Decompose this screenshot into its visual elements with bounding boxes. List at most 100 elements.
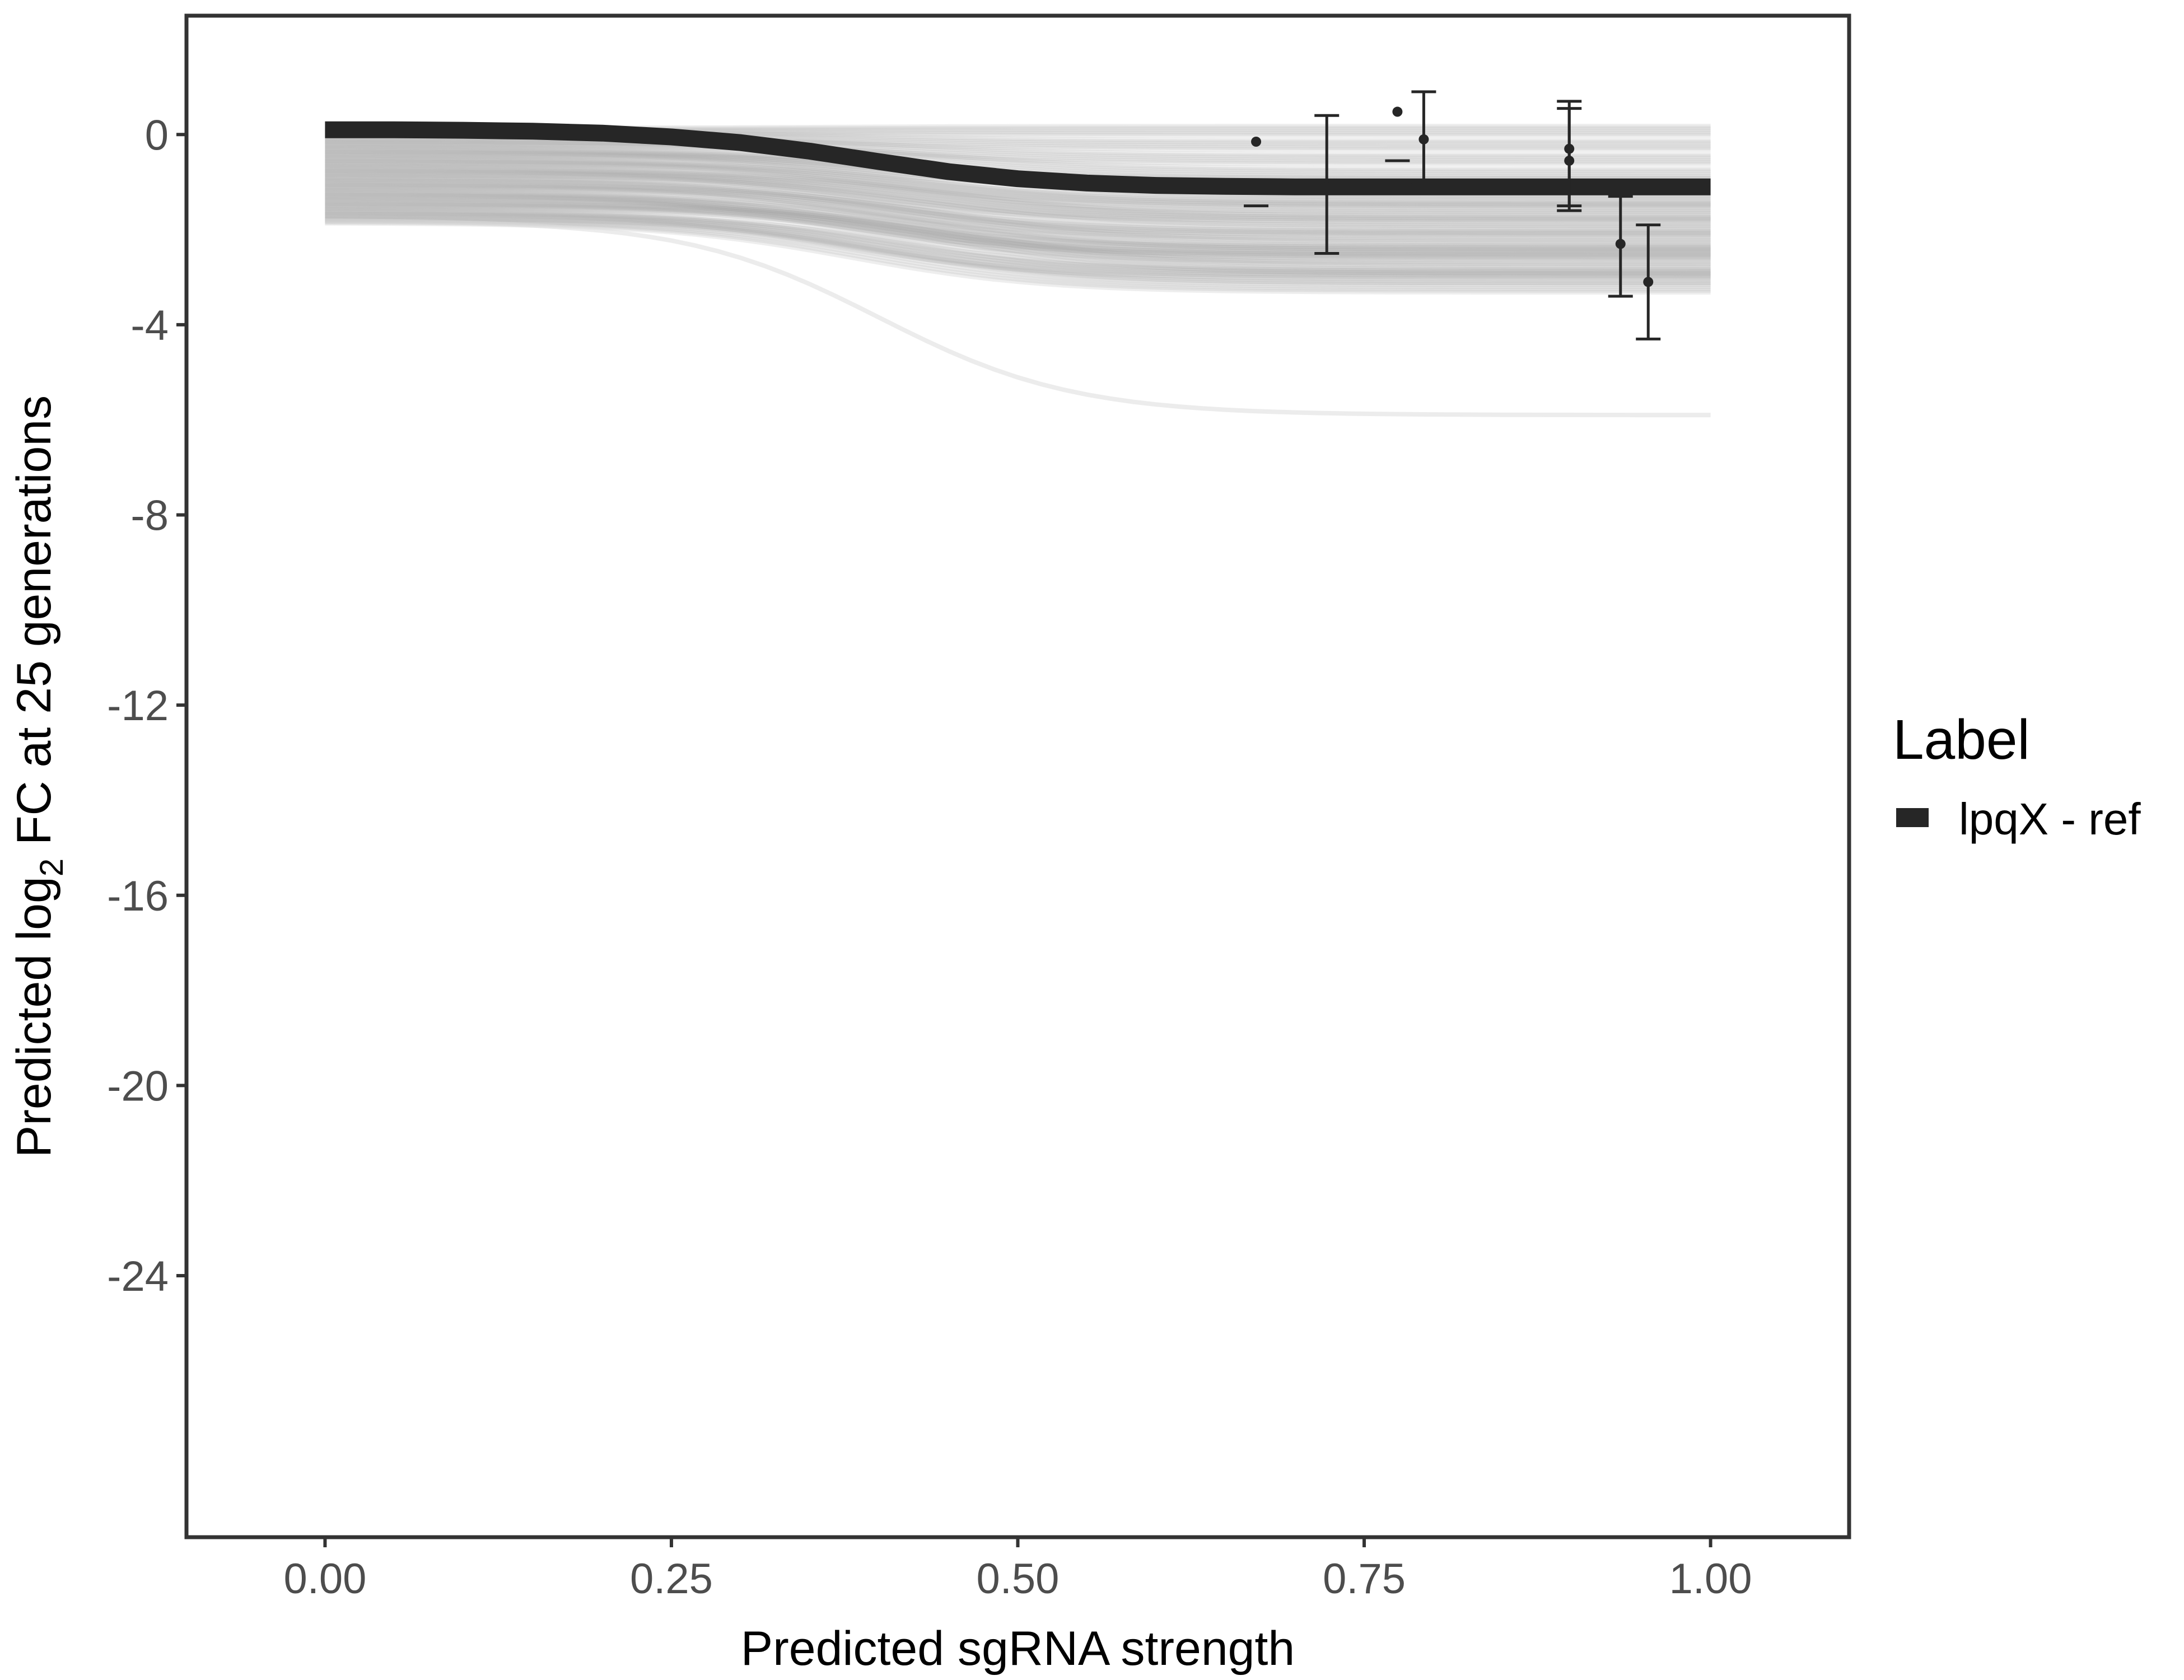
legend-entry-label: lpqX - ref — [1959, 794, 2141, 844]
observation-point — [1322, 181, 1332, 192]
y-tick-label: -4 — [130, 302, 169, 349]
y-tick-label: -16 — [107, 872, 169, 920]
y-tick-label: -8 — [130, 492, 169, 540]
posterior-draw-line — [325, 196, 1711, 260]
x-tick-label: 0.00 — [283, 1555, 366, 1603]
x-tick-label: 0.25 — [630, 1555, 713, 1603]
posterior-draw-line — [325, 198, 1711, 259]
posterior-draw-line — [325, 219, 1711, 291]
posterior-draw-line — [325, 167, 1711, 222]
legend: Label lpqX - ref — [1893, 708, 2141, 844]
posterior-draw-line — [325, 203, 1711, 268]
posterior-draw-line — [325, 203, 1711, 270]
observation-point — [1615, 239, 1626, 249]
posterior-draw-line — [325, 183, 1711, 242]
posterior-draw-line — [325, 169, 1711, 221]
posterior-draw-line — [325, 157, 1711, 206]
posterior-draw-line — [325, 166, 1711, 218]
posterior-draw-line — [325, 161, 1711, 208]
posterior-draw-line — [325, 158, 1711, 207]
y-tick-label: 0 — [145, 111, 169, 159]
posterior-draw-line — [325, 188, 1711, 249]
posterior-draw-line — [325, 192, 1711, 255]
posterior-draw-line — [325, 172, 1711, 226]
posterior-draw-line — [325, 154, 1711, 200]
axes: 0.00 0.25 0.50 0.75 1.00 0 -4 -8 -12 -16 -20 -24 — [107, 111, 1752, 1603]
posterior-draw-line — [325, 165, 1711, 216]
x-tick-label: 1.00 — [1669, 1555, 1752, 1603]
posterior-draw-line — [325, 202, 1711, 267]
posterior-draw-line — [325, 212, 1711, 278]
posterior-draw-line — [325, 143, 1711, 179]
posterior-draw-line — [325, 208, 1711, 275]
posterior-draw-line — [325, 200, 1711, 264]
posterior-draw-line — [325, 211, 1711, 276]
posterior-draw-line — [325, 173, 1711, 228]
y-tick-label: -20 — [107, 1062, 169, 1110]
posterior-draw-line — [325, 192, 1711, 252]
posterior-draw-line — [325, 166, 1711, 220]
posterior-draw-line — [325, 190, 1711, 253]
posterior-draw-line — [325, 141, 1711, 173]
posterior-draw-line — [325, 194, 1711, 256]
posterior-draws — [325, 124, 1711, 418]
posterior-draw-line — [325, 195, 1711, 258]
posterior-draw-line — [325, 159, 1711, 209]
posterior-draw-line — [325, 177, 1711, 236]
posterior-draw-line — [325, 184, 1711, 245]
posterior-draw-line — [325, 199, 1711, 260]
posterior-draw-line — [325, 211, 1711, 281]
y-axis-title-suffix: FC at 25 generations — [7, 395, 61, 858]
posterior-draw-line — [325, 193, 1711, 254]
posterior-draw-line — [325, 202, 1711, 267]
observations — [1244, 90, 1661, 340]
posterior-draw-line — [325, 139, 1711, 165]
posterior-draw-line — [325, 142, 1711, 175]
posterior-draw-line — [325, 143, 1711, 177]
posterior-draw-line — [325, 188, 1711, 248]
posterior-draw-line — [325, 188, 1711, 252]
posterior-draw-line — [325, 179, 1711, 235]
posterior-draw-line — [325, 217, 1711, 287]
y-axis-title: Predicted log2 FC at 25 generations — [7, 395, 70, 1158]
posterior-draw-line — [325, 215, 1711, 283]
x-tick-label: 0.50 — [977, 1555, 1060, 1603]
posterior-draw-line — [325, 164, 1711, 214]
posterior-draw-line — [325, 170, 1711, 223]
y-axis-title-prefix: Predicted log — [7, 876, 61, 1158]
posterior-draw-line — [325, 171, 1711, 225]
observation-point — [1564, 155, 1575, 166]
observation-point — [1392, 106, 1403, 117]
posterior-draw-line — [325, 216, 1711, 286]
posterior-draw-line — [325, 176, 1711, 234]
posterior-draw-line — [325, 168, 1711, 219]
posterior-draw-line — [325, 164, 1711, 214]
observation-point — [1418, 134, 1429, 144]
posterior-draw-line — [325, 139, 1711, 171]
posterior-draw-line — [325, 213, 1711, 279]
posterior-draw-line — [325, 216, 1711, 286]
posterior-draw-line — [325, 173, 1711, 228]
posterior-draw-line — [325, 192, 1711, 257]
posterior-draw-line — [325, 218, 1711, 289]
posterior-draw-line — [325, 189, 1711, 251]
observation-point — [1251, 137, 1262, 147]
posterior-draw-line — [325, 156, 1711, 204]
posterior-draw-line — [325, 162, 1711, 212]
posterior-draw-line — [325, 181, 1711, 239]
posterior-draw-line — [325, 185, 1711, 248]
posterior-draw-line — [325, 169, 1711, 223]
y-tick-label: -24 — [107, 1253, 169, 1300]
posterior-draw-line — [325, 155, 1711, 202]
y-axis-title-subscript: 2 — [34, 858, 70, 876]
posterior-draw-line — [325, 206, 1711, 274]
observation-point — [1643, 277, 1654, 287]
legend-key-swatch — [1896, 808, 1929, 827]
posterior-draw-line — [325, 174, 1711, 230]
posterior-draw-line — [325, 184, 1711, 246]
posterior-draw-line — [325, 183, 1711, 242]
posterior-draw-line — [325, 160, 1711, 207]
posterior-draw-line — [325, 207, 1711, 271]
posterior-draw-line — [325, 180, 1711, 237]
